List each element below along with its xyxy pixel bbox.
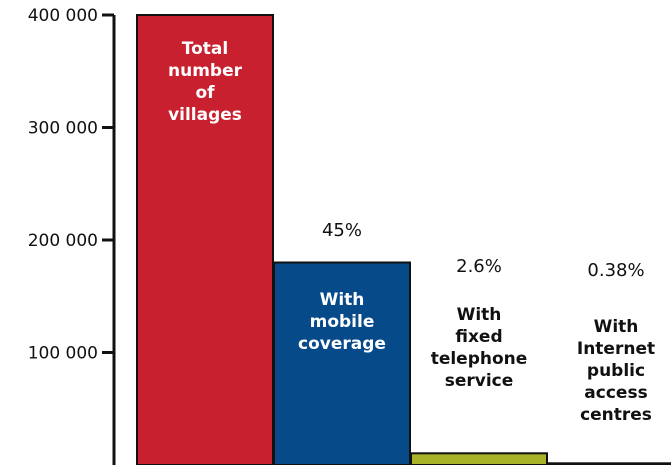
category-label-2-line-2: telephone <box>431 349 528 369</box>
data-label-3: 0.38% <box>587 260 644 281</box>
bar-1 <box>273 261 411 465</box>
bar-3 <box>547 462 671 465</box>
category-label-3-line-0: With <box>594 317 639 337</box>
bar-2 <box>410 452 548 465</box>
category-label-3-line-1: Internet <box>577 339 655 359</box>
y-tick-label-1: 200 000 <box>28 231 98 251</box>
category-label-0-line-0: Total <box>182 39 228 59</box>
y-tick-label-2: 300 000 <box>28 119 98 139</box>
category-label-0-line-1: number <box>168 61 243 81</box>
category-label-0-line-2: of <box>195 83 215 103</box>
data-label-2: 2.6% <box>456 256 502 277</box>
category-label-2-line-1: fixed <box>455 327 502 347</box>
category-label-3-line-3: access <box>584 383 647 403</box>
y-axis: 100 000 200 000 300 000 400 000 <box>28 6 116 465</box>
category-label-3: With Internet public access centres <box>577 317 655 425</box>
y-tick-label-0: 100 000 <box>28 344 98 364</box>
category-label-2-line-0: With <box>457 305 502 325</box>
category-label-0: Total number of villages <box>168 39 243 125</box>
category-label-1-line-2: coverage <box>298 334 386 354</box>
category-label-3-line-2: public <box>587 361 645 381</box>
data-label-1: 45% <box>322 220 362 241</box>
bars-group <box>136 14 671 465</box>
category-label-0-line-3: villages <box>168 105 242 125</box>
category-label-1: With mobile coverage <box>298 290 386 354</box>
category-label-3-line-4: centres <box>580 405 652 425</box>
category-label-2: With fixed telephone service <box>431 305 528 391</box>
category-label-1-line-1: mobile <box>310 312 375 332</box>
bar-0 <box>136 14 274 465</box>
category-label-2-line-3: service <box>445 371 514 391</box>
category-label-1-line-0: With <box>320 290 365 310</box>
y-tick-label-3: 400 000 <box>28 6 98 26</box>
